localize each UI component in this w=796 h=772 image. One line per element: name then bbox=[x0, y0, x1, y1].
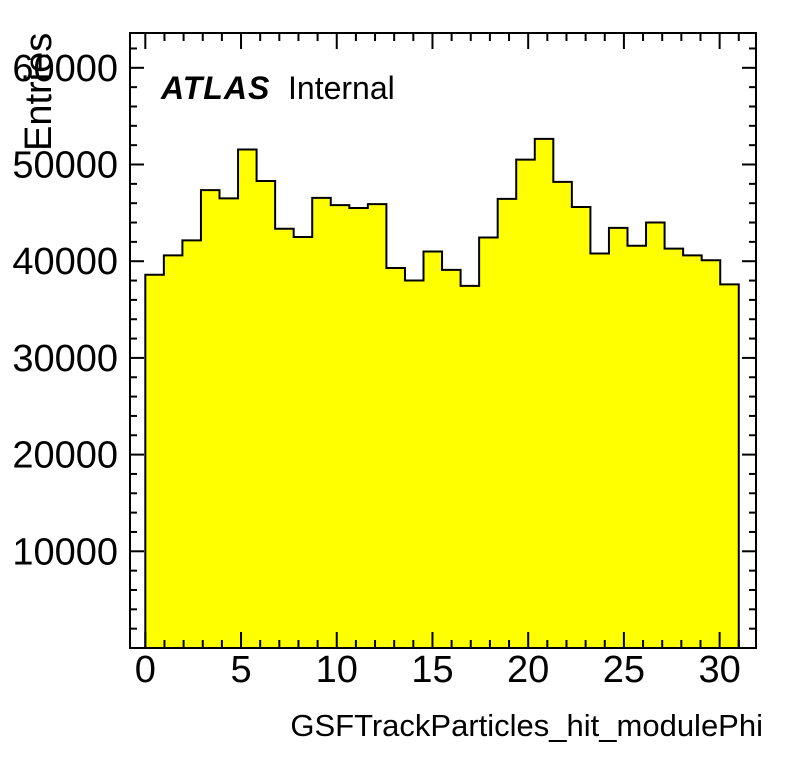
x-tick-label: 20 bbox=[507, 649, 549, 691]
y-tick-label: 20000 bbox=[12, 435, 118, 477]
x-tick-label: 10 bbox=[316, 649, 358, 691]
plot-frame bbox=[129, 32, 757, 649]
y-tick-label: 60000 bbox=[12, 48, 118, 90]
y-axis-tick-labels: 10000 20000 30000 40000 50000 60000 bbox=[12, 48, 118, 573]
x-tick-label: 15 bbox=[411, 649, 453, 691]
x-axis-title: GSFTrackParticles_hit_modulePhi bbox=[290, 708, 763, 743]
y-axis-ticks bbox=[130, 47, 756, 630]
x-tick-label: 30 bbox=[698, 649, 740, 691]
x-axis-tick-labels: 0 5 10 15 20 25 30 bbox=[135, 649, 741, 691]
x-tick-label: 0 bbox=[135, 649, 156, 691]
y-tick-label: 30000 bbox=[12, 338, 118, 380]
internal-label: Internal bbox=[288, 70, 395, 106]
histogram-bars bbox=[144, 137, 740, 649]
y-tick-label: 10000 bbox=[12, 531, 118, 573]
y-axis-title: Entries bbox=[18, 33, 60, 151]
y-tick-label: 40000 bbox=[12, 241, 118, 283]
x-tick-label: 25 bbox=[603, 649, 645, 691]
x-axis-ticks bbox=[144, 33, 740, 648]
x-tick-label: 5 bbox=[230, 649, 251, 691]
y-tick-label: 50000 bbox=[12, 145, 118, 187]
atlas-label: ATLAS bbox=[160, 70, 270, 106]
